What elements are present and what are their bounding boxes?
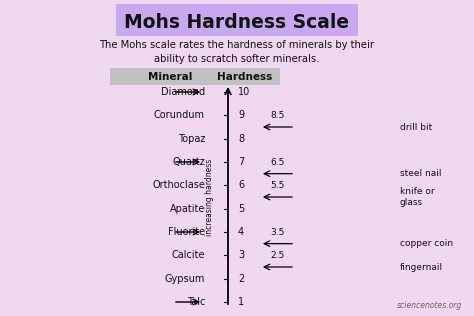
Text: Gypsum: Gypsum: [164, 274, 205, 284]
Text: Apatite: Apatite: [170, 204, 205, 214]
Text: 5.5: 5.5: [270, 181, 285, 190]
FancyBboxPatch shape: [116, 4, 358, 36]
Text: 8: 8: [238, 134, 244, 144]
Text: fingernail: fingernail: [400, 263, 443, 271]
Text: 10: 10: [238, 87, 250, 97]
Text: Diamond: Diamond: [161, 87, 205, 97]
Text: 2: 2: [238, 274, 244, 284]
Text: Calcite: Calcite: [172, 250, 205, 260]
Text: 6: 6: [238, 180, 244, 190]
Text: Orthoclase: Orthoclase: [152, 180, 205, 190]
FancyBboxPatch shape: [110, 68, 280, 85]
Text: steel nail: steel nail: [400, 169, 441, 178]
Text: Quartz: Quartz: [172, 157, 205, 167]
Text: 5: 5: [238, 204, 244, 214]
Text: 9: 9: [238, 110, 244, 120]
Text: 2.5: 2.5: [270, 251, 284, 260]
Text: copper coin: copper coin: [400, 239, 453, 248]
Text: Fluorite: Fluorite: [168, 227, 205, 237]
Text: sciencenotes.org: sciencenotes.org: [397, 301, 462, 310]
Text: 3: 3: [238, 250, 244, 260]
Text: drill bit: drill bit: [400, 123, 432, 131]
Text: Mohs Hardness Scale: Mohs Hardness Scale: [125, 13, 349, 32]
Text: Talc: Talc: [187, 297, 205, 307]
Text: Topaz: Topaz: [178, 134, 205, 144]
Text: Mineral: Mineral: [148, 72, 192, 82]
Text: 4: 4: [238, 227, 244, 237]
Text: 6.5: 6.5: [270, 158, 285, 167]
Text: Hardness: Hardness: [218, 72, 273, 82]
Text: 1: 1: [238, 297, 244, 307]
Text: knife or
glass: knife or glass: [400, 187, 435, 207]
Text: increasing hardness: increasing hardness: [206, 158, 215, 236]
Text: 8.5: 8.5: [270, 111, 285, 120]
Text: The Mohs scale rates the hardness of minerals by their
ability to scratch softer: The Mohs scale rates the hardness of min…: [100, 40, 374, 64]
Text: Corundum: Corundum: [154, 110, 205, 120]
Text: 7: 7: [238, 157, 244, 167]
Text: 3.5: 3.5: [270, 228, 285, 237]
